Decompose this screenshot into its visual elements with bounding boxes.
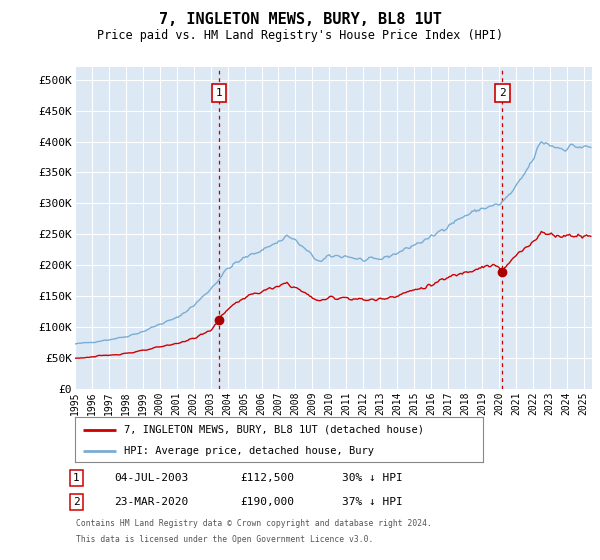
Text: HPI: Average price, detached house, Bury: HPI: Average price, detached house, Bury	[124, 446, 374, 456]
Text: 04-JUL-2003: 04-JUL-2003	[114, 473, 188, 483]
Text: £190,000: £190,000	[240, 497, 294, 507]
Text: 2: 2	[73, 497, 80, 507]
Text: £112,500: £112,500	[240, 473, 294, 483]
Text: 30% ↓ HPI: 30% ↓ HPI	[342, 473, 403, 483]
Text: Contains HM Land Registry data © Crown copyright and database right 2024.: Contains HM Land Registry data © Crown c…	[76, 519, 432, 528]
Text: 23-MAR-2020: 23-MAR-2020	[114, 497, 188, 507]
Text: Price paid vs. HM Land Registry's House Price Index (HPI): Price paid vs. HM Land Registry's House …	[97, 29, 503, 42]
Text: 7, INGLETON MEWS, BURY, BL8 1UT: 7, INGLETON MEWS, BURY, BL8 1UT	[158, 12, 442, 27]
Text: 2: 2	[499, 88, 506, 98]
Text: 7, INGLETON MEWS, BURY, BL8 1UT (detached house): 7, INGLETON MEWS, BURY, BL8 1UT (detache…	[124, 424, 424, 435]
Text: This data is licensed under the Open Government Licence v3.0.: This data is licensed under the Open Gov…	[76, 535, 374, 544]
Text: 1: 1	[73, 473, 80, 483]
Text: 1: 1	[216, 88, 223, 98]
Text: 37% ↓ HPI: 37% ↓ HPI	[342, 497, 403, 507]
